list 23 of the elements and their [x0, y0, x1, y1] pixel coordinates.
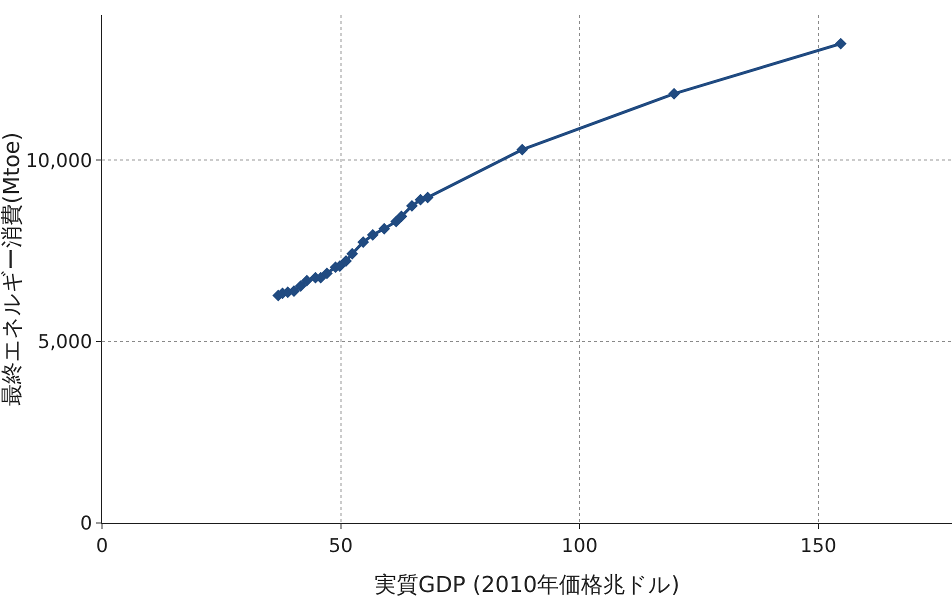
point — [378, 222, 390, 235]
point — [346, 248, 358, 260]
point — [294, 280, 306, 292]
y-axis-title: 最終エネルギー消費(Mtoe) — [0, 132, 25, 406]
x-tick-label: 0 — [96, 534, 108, 557]
point — [357, 236, 370, 248]
point — [301, 274, 313, 286]
x-axis-title: 実質GDP (2010年価格兆ドル) — [374, 573, 680, 598]
point — [834, 38, 847, 50]
y-tick-label: 10,000 — [26, 150, 92, 172]
y-tick-label: 5,000 — [38, 331, 92, 354]
point — [406, 200, 418, 212]
x-tick-label: 100 — [561, 534, 598, 557]
y-tick-label: 0 — [80, 512, 92, 535]
point — [366, 229, 379, 241]
point — [396, 210, 408, 222]
point — [516, 144, 528, 156]
point — [321, 268, 333, 280]
x-tick-label: 50 — [328, 534, 353, 557]
point — [422, 192, 434, 204]
x-tick-label: 150 — [800, 534, 836, 557]
point — [340, 255, 352, 267]
point — [668, 88, 680, 100]
